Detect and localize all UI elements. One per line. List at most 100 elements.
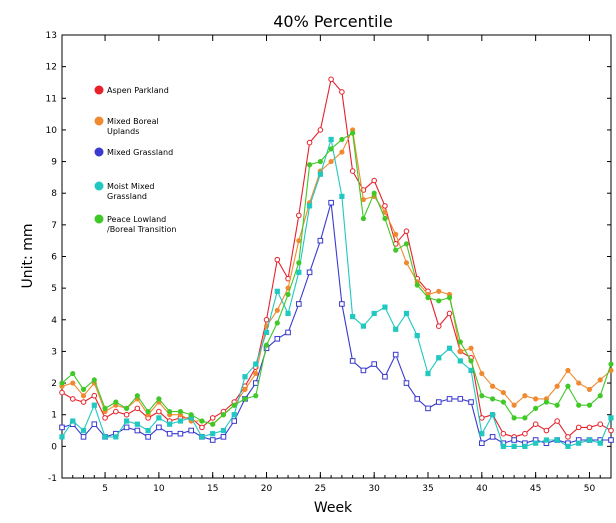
data-point [565,383,571,389]
chart-title: 40% Percentile [273,12,393,31]
data-point [317,171,323,177]
x-tick-label: 5 [102,484,108,494]
data-point [479,440,485,446]
data-point [306,269,313,276]
data-point [543,427,550,434]
data-point [242,386,248,393]
data-point [263,329,270,336]
data-point [382,203,388,209]
legend-marker [94,116,104,126]
data-point [102,415,108,421]
data-point [586,386,593,393]
series-2 [59,199,614,446]
data-point [608,415,614,421]
series-line [61,202,611,445]
data-point [220,434,227,440]
data-point [349,168,356,174]
data-point [134,393,140,399]
data-point [210,431,216,437]
data-point [446,345,453,351]
data-point [436,355,442,361]
data-point [296,260,302,266]
data-point [403,260,410,266]
y-tick-label: 8 [51,189,57,199]
data-point [489,383,496,389]
data-point [533,440,539,446]
data-point [522,393,528,399]
data-point [285,310,291,317]
data-point [576,380,582,386]
legend-marker [94,181,104,191]
data-point [91,421,98,428]
series-3 [59,136,614,449]
data-point [80,427,87,434]
data-point [167,408,173,415]
data-point [414,282,420,288]
data-point [70,418,76,424]
series-line [61,132,612,425]
data-point [296,301,302,307]
data-point [479,415,485,421]
series-line [61,139,612,447]
data-point [393,247,399,253]
data-point [339,149,345,155]
data-point [522,430,528,437]
legend-marker [94,147,104,157]
data-point [59,424,65,431]
data-point [489,434,496,440]
data-point [371,190,377,196]
legend-label: Aspen Parkland [107,86,169,95]
data-point [253,393,259,399]
data-point [586,437,593,443]
x-tick-label: 15 [207,484,218,494]
data-point [435,323,442,329]
data-point [102,405,108,411]
data-point [70,380,76,386]
data-point [156,396,162,402]
y-tick-label: 10 [46,126,58,136]
data-point [253,370,259,377]
data-point [70,370,76,377]
data-point [220,427,227,434]
data-point [102,434,108,440]
x-tick-label: 10 [153,484,165,494]
data-point [306,203,313,209]
data-point [328,76,334,83]
data-point [403,380,410,386]
x-tick-label: 20 [261,484,273,494]
data-point [339,136,345,143]
data-point [597,440,603,446]
data-point [511,402,517,408]
data-point [446,295,453,301]
data-point [145,434,151,440]
data-point [156,408,162,415]
data-point [274,335,281,342]
data-point [253,361,259,367]
legend: Aspen Parkland Mixed Boreal Uplands Mixed G… [94,85,176,234]
data-point [113,408,119,415]
data-point [350,314,356,320]
data-point [123,418,130,424]
data-point [328,158,334,165]
data-point [393,231,399,237]
data-point [328,199,334,206]
data-point [565,443,571,449]
data-point [296,269,302,275]
data-point [500,389,506,396]
data-point [156,424,162,431]
y-tick-label: 9 [51,158,57,168]
data-point [274,288,280,294]
data-point [511,415,517,421]
data-point [231,412,237,418]
data-point [500,430,507,437]
data-point [285,329,291,336]
data-point [274,307,280,313]
data-point [91,377,97,383]
data-point [59,434,65,440]
data-point [339,89,345,95]
data-point [177,408,184,415]
data-point [199,418,205,424]
legend-label: Moist Mixed Grassland [107,182,154,201]
data-point [382,215,388,222]
